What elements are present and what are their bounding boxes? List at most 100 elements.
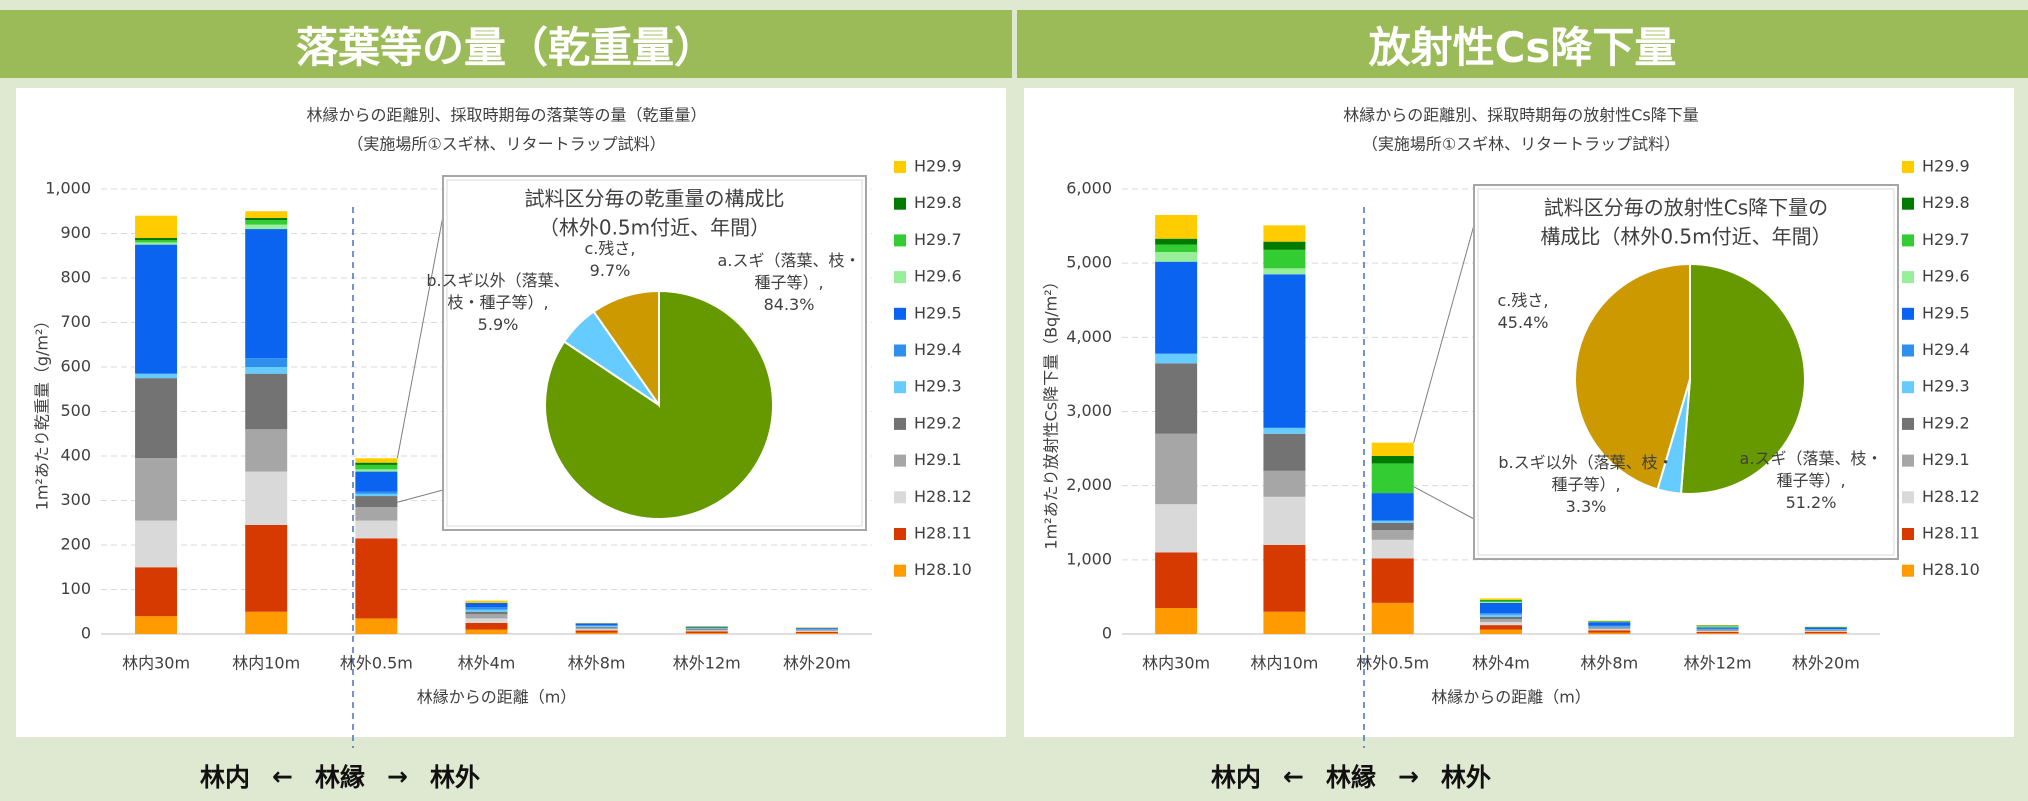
y-tick-label: 100 <box>60 579 91 598</box>
chart-subtitle: （実施場所①スギ林、リタートラップ試料） <box>1362 135 1680 154</box>
legend-label: H29.2 <box>1922 413 1970 432</box>
legend-label: H28.10 <box>914 560 972 579</box>
pie-label-name: c.残さ, <box>584 239 636 258</box>
bar-segment <box>1263 249 1306 269</box>
legend-swatch <box>1902 564 1914 577</box>
legend-swatch <box>894 381 906 394</box>
bar-segment <box>1480 629 1522 634</box>
legend-label: H29.4 <box>1922 340 1970 359</box>
bar-segment <box>135 567 178 617</box>
legend-label: H29.3 <box>914 377 962 396</box>
callout-line <box>397 489 444 503</box>
bar-segment <box>245 367 288 374</box>
bar-segment <box>135 240 178 243</box>
pie-subtitle: （林外0.5m付近、年間） <box>539 216 770 240</box>
bar-segment <box>795 631 838 634</box>
bar-segment <box>1155 238 1198 245</box>
pie-label: b.スギ以外（落葉、枝・種子等）, 5.9% <box>423 270 573 336</box>
footer-arrow: ← <box>272 761 293 791</box>
legend-label: H29.5 <box>914 303 962 322</box>
bar-segment <box>1696 626 1739 628</box>
bar-segment <box>1588 629 1631 631</box>
legend-label: H29.4 <box>914 340 962 359</box>
bar-segment <box>1588 626 1631 628</box>
legend-label: H28.11 <box>914 524 972 543</box>
bar-segment <box>355 618 398 634</box>
y-tick-label: 0 <box>81 624 91 643</box>
legend-swatch <box>894 417 906 430</box>
y-tick-label: 800 <box>60 268 91 287</box>
legend-label: H29.5 <box>1922 303 1970 322</box>
bar-segment <box>1263 225 1306 242</box>
bar-segment <box>135 215 178 238</box>
bar-segment <box>1155 608 1198 634</box>
legend-swatch <box>1902 197 1914 210</box>
pie-subtitle: 構成比（林外0.5m付近、年間） <box>1540 225 1831 249</box>
x-tick-label: 林外8m <box>1580 654 1638 673</box>
legend-swatch <box>894 528 906 540</box>
legend-label: H29.1 <box>914 450 962 469</box>
legend-swatch <box>894 197 906 210</box>
bar-segment <box>1696 631 1739 632</box>
bar-segment <box>1371 442 1414 456</box>
pie-label: a.スギ（落葉、枝・種子等）, 51.2% <box>1736 448 1886 514</box>
bar-segment <box>135 378 178 459</box>
y-tick-label: 6,000 <box>1066 179 1112 198</box>
bar-segment <box>1155 353 1198 364</box>
footer-text: 林外 <box>429 763 480 792</box>
legend-swatch <box>894 234 906 247</box>
legend-swatch <box>1902 528 1914 540</box>
pie-label: a.スギ（落葉、枝・種子等）, 84.3% <box>714 250 864 316</box>
bar-segment <box>135 237 178 241</box>
bar-segment <box>1588 622 1631 626</box>
legend-label: H29.7 <box>1922 230 1970 249</box>
chart-subtitle: （実施場所①スギ林、リタートラップ試料） <box>347 135 665 154</box>
legend-label: H29.2 <box>914 413 962 432</box>
bar-segment <box>355 462 398 465</box>
bar-segment <box>245 220 288 225</box>
bar-segment <box>1804 627 1847 630</box>
y-tick-label: 300 <box>60 490 91 509</box>
bar-segment <box>355 538 398 619</box>
y-tick-label: 900 <box>60 223 91 242</box>
bar-segment <box>245 217 288 221</box>
bar-segment <box>795 629 838 631</box>
chart-title: 林縁からの距離別、採取時期毎の落葉等の量（乾重量） <box>306 106 706 125</box>
legend-swatch <box>1902 161 1914 173</box>
panel-header: 放射性Cs降下量 <box>1017 10 2028 78</box>
pie-label-value: 9.7% <box>589 261 631 280</box>
legend-swatch <box>894 564 906 577</box>
bar-segment <box>1588 625 1631 627</box>
bar-segment <box>135 616 178 634</box>
bar-segment <box>1155 363 1198 434</box>
bar-segment <box>795 633 838 634</box>
x-axis-title: 林縁からの距離（m） <box>1431 688 1591 707</box>
bar-segment <box>1263 433 1306 471</box>
x-tick-label: 林内30m <box>122 654 190 673</box>
legend-label: H29.8 <box>1922 193 1970 212</box>
bar-segment <box>355 471 398 492</box>
bar-segment <box>685 629 728 631</box>
bar-segment <box>245 229 288 359</box>
callout-line <box>396 215 444 459</box>
legend-label: H29.3 <box>1922 377 1970 396</box>
bar-segment <box>135 244 178 374</box>
bar-segment <box>245 358 288 367</box>
bar-segment <box>1155 214 1198 239</box>
bar-segment <box>1480 622 1522 626</box>
bar-segment <box>135 242 178 245</box>
bar-segment <box>245 429 288 472</box>
y-axis-title: 1m²あたり乾重量（g/m²） <box>33 313 52 511</box>
bar-segment <box>1371 539 1414 559</box>
y-tick-label: 3,000 <box>1066 401 1112 420</box>
bar-segment <box>1696 627 1739 629</box>
legend-swatch <box>894 271 906 284</box>
bar-segment <box>685 633 728 634</box>
inset-frame-inner <box>446 179 863 527</box>
x-tick-label: 林内30m <box>1142 654 1210 673</box>
bar-segment <box>1155 261 1198 354</box>
bar-segment <box>1371 602 1414 634</box>
pie-label-value: 5.9% <box>477 315 519 334</box>
bar-segment <box>245 211 288 218</box>
